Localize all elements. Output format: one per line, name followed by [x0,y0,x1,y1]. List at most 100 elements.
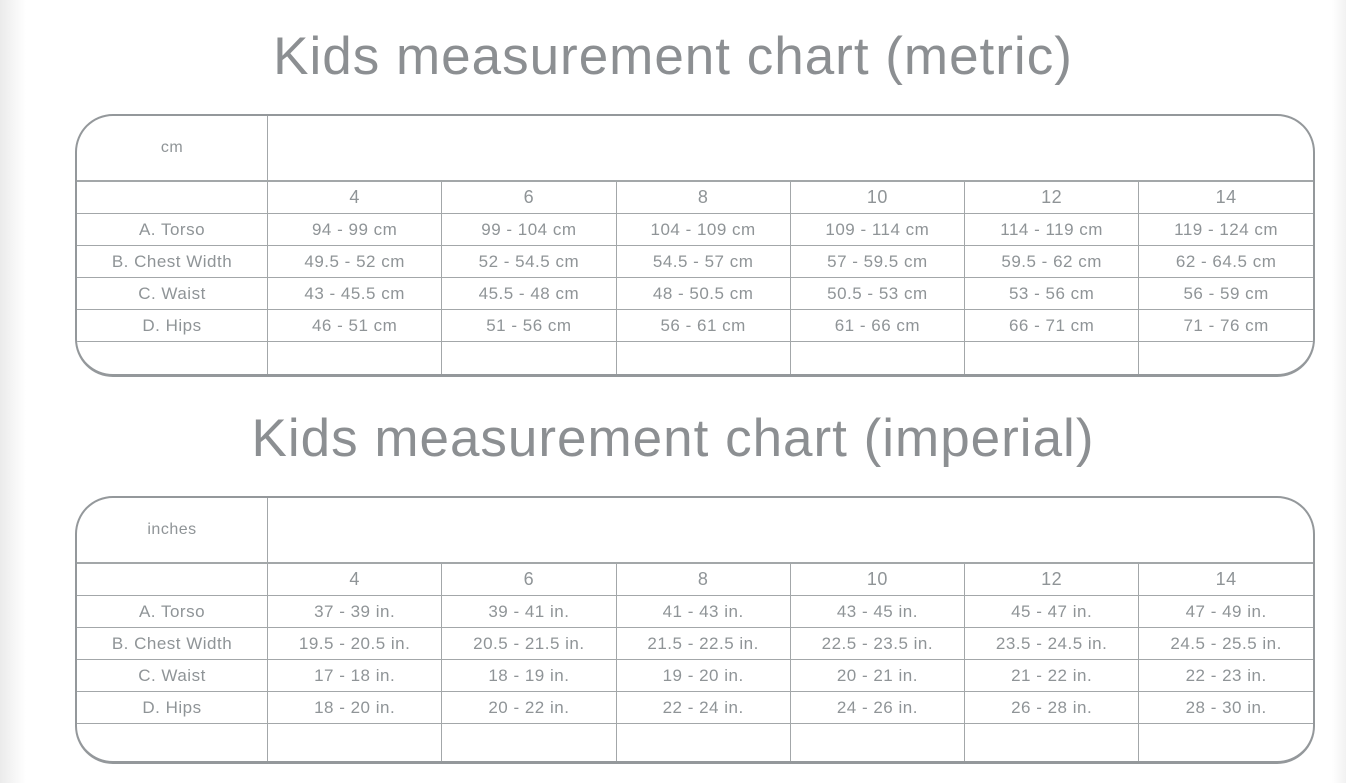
table-row [77,723,1313,761]
size-header: 14 [1138,562,1313,596]
value-cell: 51 - 56 cm [441,309,617,342]
value-cell: 19 - 20 in. [615,659,791,692]
value-cell: 18 - 19 in. [441,659,617,692]
value-cell: 57 - 59.5 cm [789,245,966,278]
imperial-size-table: inches 4 6 8 10 12 14 A. Torso 37 - 39 in. 39 - 4… [77,498,1313,761]
value-cell: 28 - 30 in. [1138,691,1313,724]
imperial-table-container: inches 4 6 8 10 12 14 A. Torso 37 - 39 in. 39 - 4… [75,496,1315,764]
value-cell: 47 - 49 in. [1138,595,1313,628]
unit-label: cm [77,116,268,182]
empty-cell [77,341,268,374]
value-cell: 61 - 66 cm [789,309,966,342]
table-row: 4 6 8 10 12 14 [77,562,1313,596]
value-cell: 39 - 41 in. [441,595,617,628]
empty-cell [77,723,268,761]
size-header: 8 [615,180,791,214]
table-row: inches [77,498,1313,564]
empty-cell [441,723,617,761]
value-cell: 48 - 50.5 cm [615,277,791,310]
table-row: 4 6 8 10 12 14 [77,180,1313,214]
value-cell: 52 - 54.5 cm [441,245,617,278]
value-cell: 22.5 - 23.5 in. [789,627,966,660]
size-header: 6 [441,180,617,214]
value-cell: 23.5 - 24.5 in. [963,627,1140,660]
empty-cell [615,341,791,374]
value-cell: 59.5 - 62 cm [963,245,1140,278]
value-cell: 18 - 20 in. [266,691,443,724]
size-header: 6 [441,562,617,596]
empty-cell [615,723,791,761]
value-cell: 17 - 18 in. [266,659,443,692]
value-cell: 50.5 - 53 cm [789,277,966,310]
value-cell: 41 - 43 in. [615,595,791,628]
value-cell: 53 - 56 cm [963,277,1140,310]
size-row-corner [77,562,268,596]
size-header: 4 [266,562,443,596]
value-cell: 54.5 - 57 cm [615,245,791,278]
value-cell: 114 - 119 cm [963,213,1140,246]
metric-size-table: cm 4 6 8 10 12 14 A. Torso 94 - 99 cm 99 - 104 cm… [77,116,1313,374]
unit-row-spacer [267,498,1313,564]
table-row: C. Waist 17 - 18 in. 18 - 19 in. 19 - 20 in… [77,659,1313,692]
value-cell: 43 - 45 in. [789,595,966,628]
empty-cell [441,341,617,374]
value-cell: 26 - 28 in. [963,691,1140,724]
size-header: 12 [963,562,1140,596]
value-cell: 24 - 26 in. [789,691,966,724]
value-cell: 45.5 - 48 cm [441,277,617,310]
table-row: B. Chest Width 49.5 - 52 cm 52 - 54.5 cm 54… [77,245,1313,278]
table-row: C. Waist 43 - 45.5 cm 45.5 - 48 cm 48 - 50.… [77,277,1313,310]
table-row: A. Torso 94 - 99 cm 99 - 104 cm 104 - 109 c… [77,213,1313,246]
value-cell: 37 - 39 in. [266,595,443,628]
row-label: B. Chest Width [77,245,268,278]
value-cell: 66 - 71 cm [963,309,1140,342]
empty-cell [266,723,443,761]
value-cell: 62 - 64.5 cm [1138,245,1313,278]
empty-cell [789,341,966,374]
value-cell: 43 - 45.5 cm [266,277,443,310]
imperial-chart-title: Kids measurement chart (imperial) [251,409,1095,468]
row-label: B. Chest Width [77,627,268,660]
size-header: 4 [266,180,443,214]
empty-cell [963,723,1140,761]
unit-row-spacer [267,116,1313,182]
empty-cell [963,341,1140,374]
table-row: D. Hips 18 - 20 in. 20 - 22 in. 22 - 24 in.… [77,691,1313,724]
empty-cell [1138,723,1313,761]
unit-label: inches [77,498,268,564]
value-cell: 45 - 47 in. [963,595,1140,628]
value-cell: 49.5 - 52 cm [266,245,443,278]
value-cell: 20.5 - 21.5 in. [441,627,617,660]
row-label: D. Hips [77,691,268,724]
metric-chart-title: Kids measurement chart (metric) [273,27,1073,86]
value-cell: 20 - 22 in. [441,691,617,724]
row-label: A. Torso [77,213,268,246]
table-row: A. Torso 37 - 39 in. 39 - 41 in. 41 - 43 in… [77,595,1313,628]
value-cell: 19.5 - 20.5 in. [266,627,443,660]
size-header: 10 [789,180,966,214]
size-header: 14 [1138,180,1313,214]
size-row-corner [77,180,268,214]
row-label: C. Waist [77,659,268,692]
value-cell: 56 - 59 cm [1138,277,1313,310]
value-cell: 21.5 - 22.5 in. [615,627,791,660]
row-label: A. Torso [77,595,268,628]
row-label: C. Waist [77,277,268,310]
value-cell: 24.5 - 25.5 in. [1138,627,1313,660]
empty-cell [789,723,966,761]
table-row [77,341,1313,374]
size-header: 10 [789,562,966,596]
table-row: B. Chest Width 19.5 - 20.5 in. 20.5 - 21.5… [77,627,1313,660]
value-cell: 71 - 76 cm [1138,309,1313,342]
value-cell: 20 - 21 in. [789,659,966,692]
empty-cell [266,341,443,374]
value-cell: 99 - 104 cm [441,213,617,246]
table-row: cm [77,116,1313,182]
value-cell: 56 - 61 cm [615,309,791,342]
table-row: D. Hips 46 - 51 cm 51 - 56 cm 56 - 61 cm 61 … [77,309,1313,342]
metric-table-container: cm 4 6 8 10 12 14 A. Torso 94 - 99 cm 99 - 104 cm… [75,114,1315,377]
size-header: 8 [615,562,791,596]
value-cell: 94 - 99 cm [266,213,443,246]
value-cell: 119 - 124 cm [1138,213,1313,246]
